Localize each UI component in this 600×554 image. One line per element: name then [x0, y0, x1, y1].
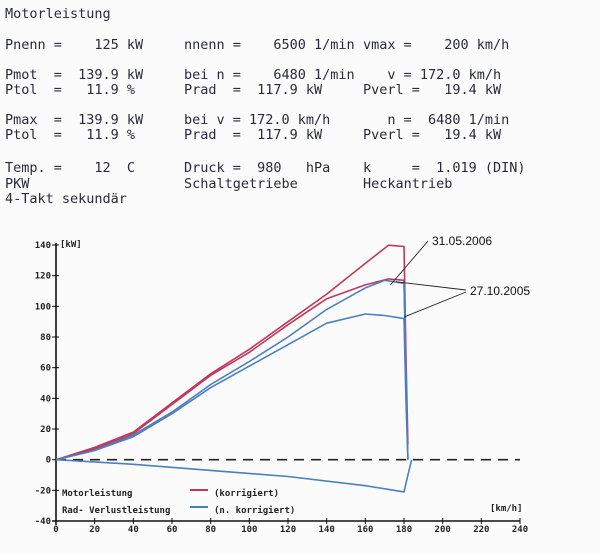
header-cell-0-1: nnenn = 6500 1/min [184, 37, 355, 53]
header-cell-4-1: Prad = 117.9 kW [184, 127, 323, 143]
series-line-4 [55, 458, 413, 493]
x-tick-label: 100 [241, 525, 257, 535]
legend-sample-0: (korrigiert) [214, 488, 279, 499]
series-line-1 [55, 278, 407, 461]
header-cell-6-2: Heckantrieb [363, 176, 453, 192]
y-tick-label: 80 [40, 333, 51, 343]
header-cell-5-1: Druck = 980 hPa [184, 160, 331, 176]
annotation-leader-2a [396, 281, 467, 291]
y-tick-label: 100 [35, 302, 51, 312]
annotation-leader-1 [390, 240, 429, 286]
header-cell-0-0: Pnenn = 125 kW [5, 37, 144, 53]
y-tick-label: -20 [35, 486, 51, 496]
header-title: Motorleistung [5, 6, 111, 22]
y-tick-label: 0 [46, 456, 51, 466]
header-cell-3-2: n = 6480 1/min [363, 112, 510, 128]
x-tick-label: 200 [435, 525, 451, 535]
header-cell-2-1: Prad = 117.9 kW [184, 82, 323, 98]
header-cell-1-1: bei n = 6480 1/min [184, 67, 355, 83]
y-tick-label: 20 [40, 425, 51, 435]
header-cell-6-0: PKW [5, 176, 30, 192]
y-tick-label: 60 [40, 364, 51, 374]
series-line-2 [55, 279, 409, 461]
header-cell-0-2: vmax = 200 km/h [363, 37, 510, 53]
header-cell-5-0: Temp. = 12 C [5, 160, 136, 176]
header-cell-6-1: Schaltgetriebe [184, 176, 298, 192]
series-line-0 [55, 244, 409, 461]
legend-text-1: Rad- Verlustleistung [62, 505, 170, 516]
header-cell-3-1: bei v = 172.0 km/h [184, 112, 331, 128]
x-tick-label: 20 [89, 525, 100, 535]
x-tick-label: 240 [512, 525, 528, 535]
annotation-leader-2b [403, 291, 467, 318]
header-cell-3-0: Pmax = 139.9 kW [5, 112, 144, 128]
x-tick-label: 80 [205, 525, 216, 535]
x-tick-label: 120 [280, 525, 296, 535]
legend-sample-1: (n. korrigiert) [214, 505, 295, 516]
header-cell-4-0: Ptol = 11.9 % [5, 127, 136, 143]
legend-text-0: Motorleistung [62, 488, 132, 499]
series-line-3 [55, 313, 409, 461]
annotation-date-1: 31.05.2006 [432, 234, 492, 248]
x-tick-label: 0 [53, 525, 58, 535]
y-tick-label: 140 [35, 241, 51, 251]
x-tick-label: 220 [473, 525, 489, 535]
y-tick-label: -40 [35, 517, 51, 527]
x-tick-label: 60 [167, 525, 178, 535]
y-tick-label: 40 [40, 394, 51, 404]
x-tick-label: 140 [319, 525, 335, 535]
x-tick-label: 160 [357, 525, 373, 535]
header-cell-4-2: Pverl = 19.4 kW [363, 127, 502, 143]
y-axis-label: [kW] [60, 240, 82, 250]
x-axis-label: [km/h] [490, 504, 523, 514]
annotation-date-2: 27.10.2005 [470, 284, 530, 298]
header-cell-1-0: Pmot = 139.9 kW [5, 67, 144, 83]
header-cell-2-2: Pverl = 19.4 kW [363, 82, 502, 98]
header-cell-7-0: 4-Takt sekundär [5, 191, 127, 207]
x-tick-label: 180 [396, 525, 412, 535]
header-cell-5-2: k = 1.019 (DIN) [363, 160, 526, 176]
header-cell-1-2: v = 172.0 km/h [363, 67, 502, 83]
x-tick-label: 40 [128, 525, 139, 535]
header-cell-2-0: Ptol = 11.9 % [5, 82, 136, 98]
y-tick-label: 120 [35, 272, 51, 282]
